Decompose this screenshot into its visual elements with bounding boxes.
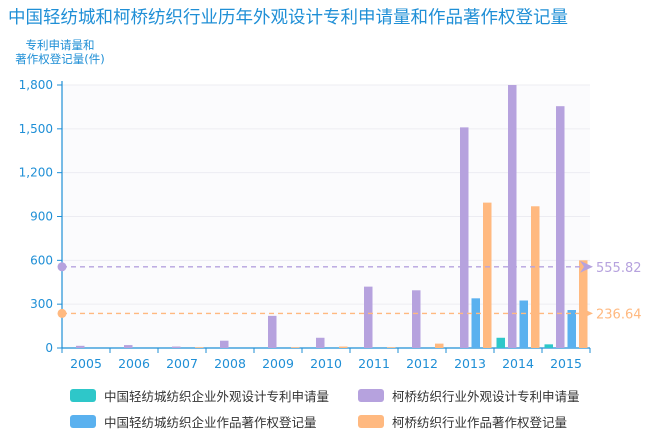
bar bbox=[556, 106, 565, 348]
average-line-arrow bbox=[580, 260, 593, 273]
x-tick-label: 2015 bbox=[550, 356, 582, 371]
x-tick-label: 2006 bbox=[118, 356, 150, 371]
legend-label-4: 柯桥纺织行业作品著作权登记量 bbox=[392, 415, 568, 430]
bar bbox=[412, 290, 421, 348]
y-tick-label: 600 bbox=[30, 253, 53, 267]
bar bbox=[567, 310, 576, 348]
x-tick-label: 2010 bbox=[310, 356, 342, 371]
bar bbox=[531, 206, 540, 348]
average-line-start-marker bbox=[57, 308, 67, 318]
legend: 中国轻纺城纺织企业外观设计专利申请量 柯桥纺织行业外观设计专利申请量 中国轻纺城… bbox=[70, 378, 630, 434]
legend-swatch-1 bbox=[70, 389, 96, 402]
bar bbox=[339, 346, 348, 348]
legend-label-2: 柯桥纺织行业外观设计专利申请量 bbox=[392, 389, 580, 404]
legend-item-4[interactable]: 柯桥纺织行业作品著作权登记量 bbox=[358, 412, 567, 431]
x-tick-label: 2012 bbox=[406, 356, 438, 371]
bars bbox=[76, 85, 588, 348]
y-tick-label: 1,500 bbox=[19, 122, 53, 136]
average-lines: 555.82 236.64 bbox=[57, 260, 642, 322]
bar bbox=[268, 315, 277, 348]
bar bbox=[483, 202, 492, 348]
average-line-label: 555.82 bbox=[596, 261, 642, 276]
x-tick-label: 2008 bbox=[214, 356, 246, 371]
legend-label-1: 中国轻纺城纺织企业外观设计专利申请量 bbox=[104, 389, 330, 404]
bar bbox=[519, 300, 528, 348]
y-tick-label: 900 bbox=[30, 210, 53, 224]
bar bbox=[76, 345, 85, 348]
bar bbox=[544, 344, 553, 348]
x-tick-label: 2005 bbox=[70, 356, 102, 371]
x-tick-label: 2009 bbox=[262, 356, 294, 371]
legend-swatch-2 bbox=[358, 389, 384, 402]
bar bbox=[460, 127, 469, 348]
y-tick-label: 0 bbox=[45, 341, 53, 355]
average-line-start-marker bbox=[57, 262, 67, 272]
x-tick-label: 2007 bbox=[166, 356, 198, 371]
bar bbox=[195, 347, 204, 348]
x-tick-label: 2014 bbox=[502, 356, 534, 371]
bar bbox=[496, 337, 505, 348]
bar bbox=[124, 345, 133, 348]
legend-item-1[interactable]: 中国轻纺城纺织企业外观设计专利申请量 bbox=[70, 386, 329, 405]
bar bbox=[387, 347, 396, 348]
bar bbox=[291, 347, 300, 348]
average-line-arrow bbox=[580, 307, 593, 320]
legend-swatch-3 bbox=[70, 415, 96, 428]
chart-title: 中国轻纺城和柯桥纺织行业历年外观设计专利申请量和作品著作权登记量 bbox=[8, 8, 568, 28]
bar bbox=[471, 298, 480, 348]
x-tick-label: 2011 bbox=[358, 356, 390, 371]
y-axis-label-line-1: 专利申请量和 bbox=[25, 38, 95, 52]
legend-swatch-4 bbox=[358, 415, 384, 428]
legend-item-2[interactable]: 柯桥纺织行业外观设计专利申请量 bbox=[358, 386, 580, 405]
y-tick-label: 1,800 bbox=[19, 78, 53, 92]
bar bbox=[364, 286, 373, 348]
legend-item-3[interactable]: 中国轻纺城纺织企业作品著作权登记量 bbox=[70, 412, 317, 431]
bar bbox=[220, 340, 229, 348]
y-tick-label: 1,200 bbox=[19, 166, 53, 180]
bar bbox=[508, 85, 517, 348]
bar bbox=[579, 260, 588, 348]
average-line-label: 236.64 bbox=[596, 307, 642, 322]
bar bbox=[172, 346, 181, 348]
x-tick-label: 2013 bbox=[454, 356, 486, 371]
tick-labels: 0 300 600 900 1,200 1,500 1,800 2005 2006 2007 200… bbox=[19, 78, 582, 371]
y-axis-label-line-2: 著作权登记量(件) bbox=[15, 52, 105, 66]
y-axis-label: 专利申请量和 著作权登记量(件) bbox=[6, 38, 114, 66]
y-tick-label: 300 bbox=[30, 297, 53, 311]
gridlines bbox=[62, 84, 590, 348]
bar bbox=[316, 337, 325, 348]
bar bbox=[435, 343, 444, 348]
legend-label-3: 中国轻纺城纺织企业作品著作权登记量 bbox=[104, 415, 317, 430]
